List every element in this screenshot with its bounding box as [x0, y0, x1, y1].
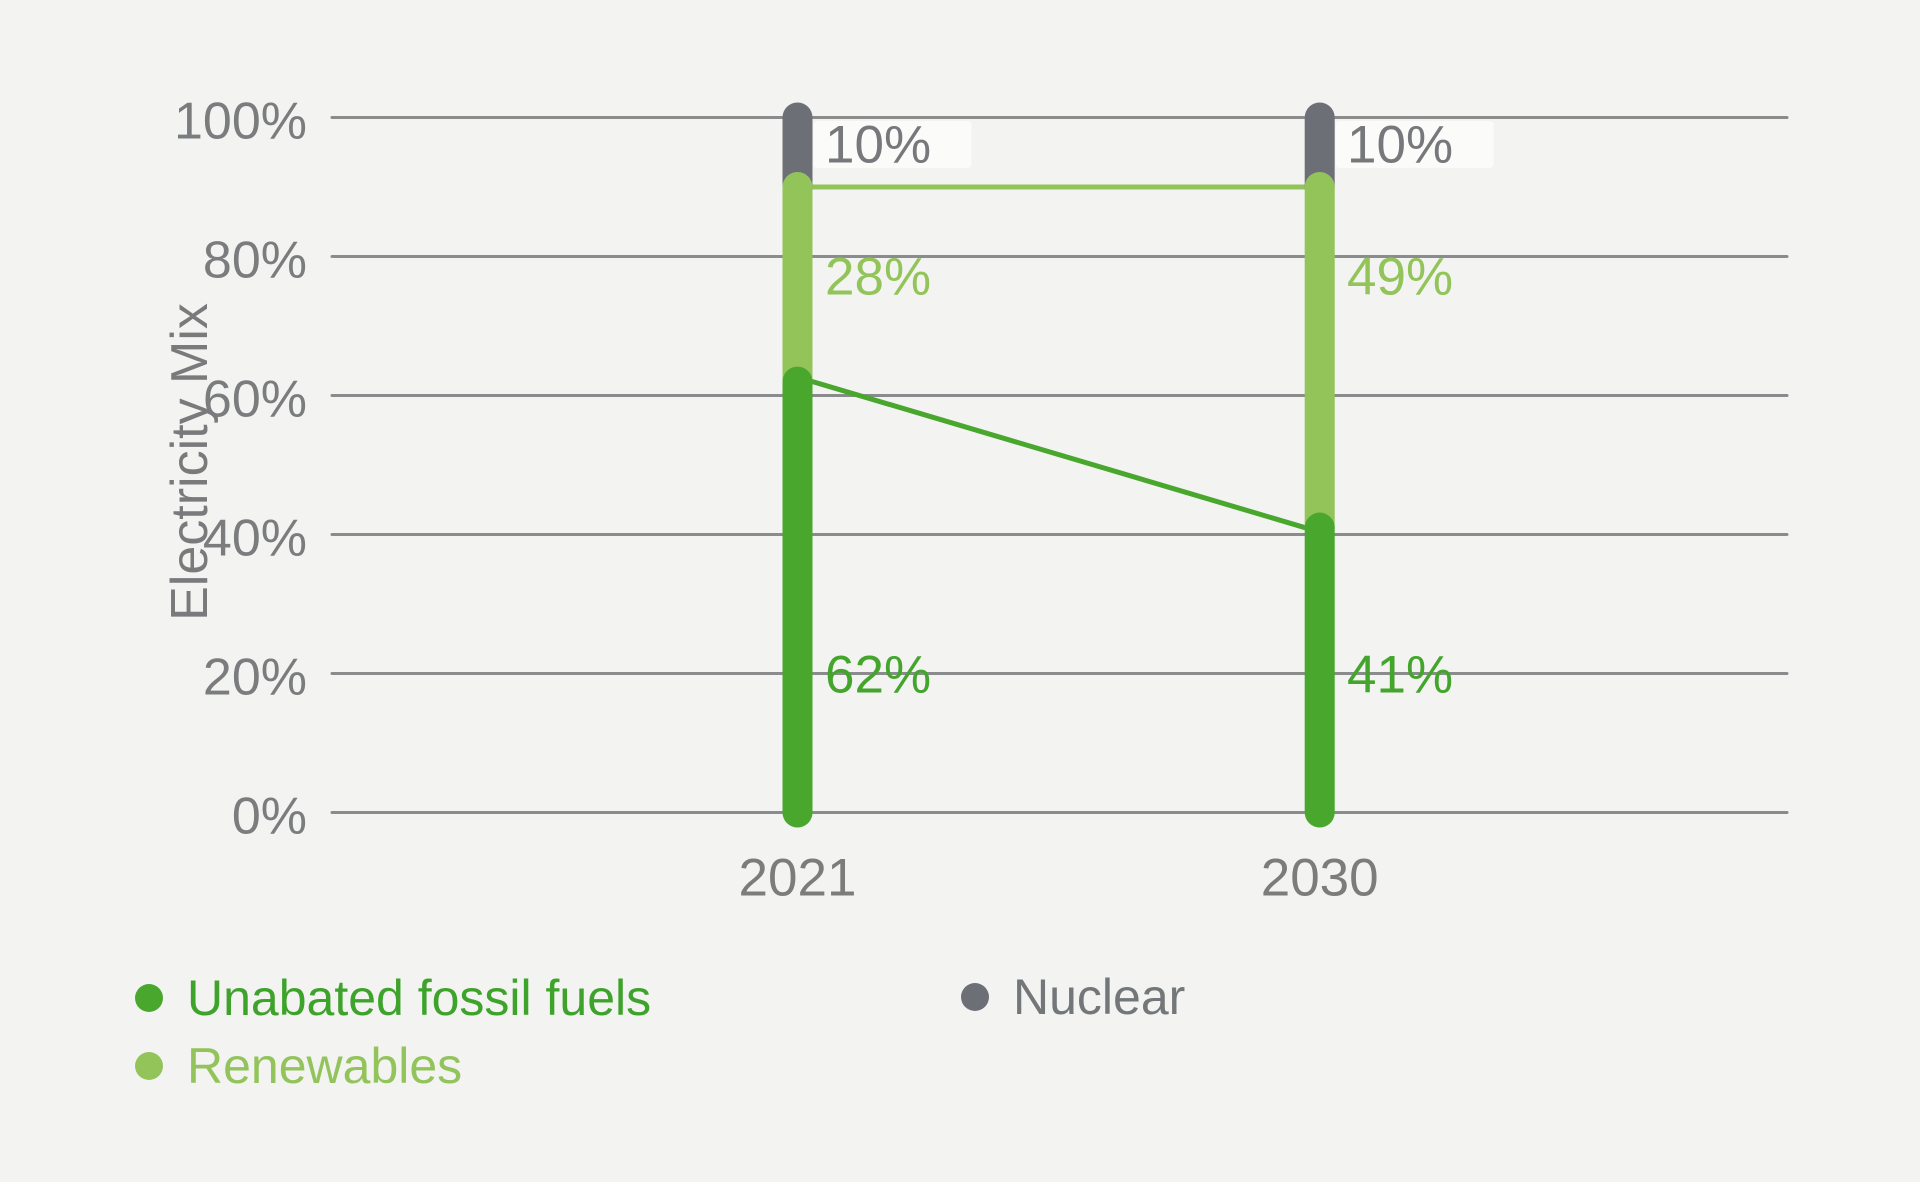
ytick-label-60: 60% — [203, 371, 307, 429]
columns-group — [782, 102, 1335, 828]
renewables-label-2030: 49% — [1347, 248, 1453, 307]
ytick-label-0: 0% — [232, 788, 307, 846]
legend-dot-icon — [135, 1052, 163, 1080]
ytick-labels-group: 0% 20% 40% 60% 80% 100% — [174, 93, 307, 846]
nuclear-label-2030: 10% — [1347, 116, 1453, 175]
ytick-label-100: 100% — [174, 93, 307, 151]
legend: Unabated fossil fuels Renewables Nuclear — [135, 969, 1185, 1094]
legend-label: Renewables — [187, 1038, 462, 1094]
x-axis-labels-group: 2021 2030 — [739, 849, 1379, 908]
nuclear-label-chip-2030 — [1335, 121, 1494, 168]
x-axis-label-2030: 2030 — [1261, 849, 1379, 908]
legend-dot-icon — [135, 984, 163, 1012]
legend-label: Nuclear — [1013, 969, 1185, 1025]
ytick-label-40: 40% — [203, 510, 307, 568]
data-labels-group: 10% 28% 62% 10% 49% 41% — [825, 116, 1453, 705]
nuclear-label-2021: 10% — [825, 116, 931, 175]
ytick-label-80: 80% — [203, 232, 307, 290]
legend-dot-icon — [961, 983, 989, 1011]
fossil-label-2030: 41% — [1347, 646, 1453, 705]
gridlines-group — [330, 116, 1789, 814]
renewables-label-2021: 28% — [825, 248, 931, 307]
connector-fossil-tops — [810, 379, 1308, 531]
legend-item-unabated-fossil-fuels: Unabated fossil fuels — [135, 970, 651, 1026]
y-axis-title: Electricity Mix — [161, 303, 219, 621]
legend-label: Unabated fossil fuels — [187, 970, 651, 1026]
legend-item-renewables: Renewables — [135, 1038, 462, 1094]
fossil-label-2021: 62% — [825, 646, 931, 705]
ytick-label-20: 20% — [203, 649, 307, 707]
nuclear-label-chip-2021 — [813, 121, 972, 168]
label-chips-group — [813, 121, 1494, 168]
connector-lines-group — [810, 184, 1308, 531]
x-axis-label-2021: 2021 — [739, 849, 857, 908]
legend-item-nuclear: Nuclear — [961, 969, 1185, 1025]
